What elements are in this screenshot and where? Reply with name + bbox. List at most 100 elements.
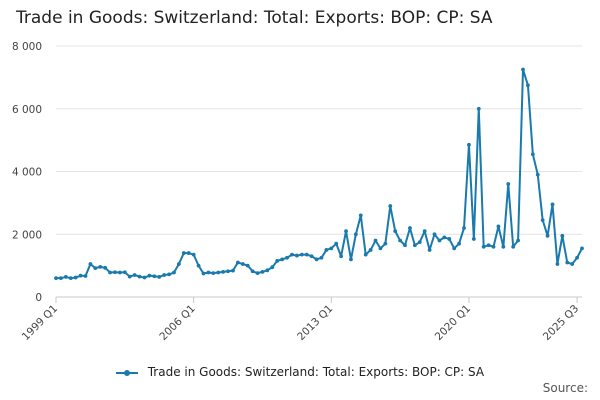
data-point xyxy=(339,254,344,259)
data-point xyxy=(408,226,412,230)
data-point xyxy=(181,251,186,255)
data-point xyxy=(422,229,427,234)
data-point xyxy=(344,229,348,234)
data-point xyxy=(235,260,240,265)
y-tick-label: 6 000 xyxy=(12,104,42,116)
data-point xyxy=(137,274,142,279)
data-point xyxy=(132,273,137,277)
data-point xyxy=(565,260,570,265)
data-point xyxy=(530,152,535,157)
x-tick-label: 2013 Q1 xyxy=(295,303,335,343)
data-point xyxy=(172,270,176,275)
data-point xyxy=(299,252,304,257)
data-point xyxy=(98,264,103,269)
legend-swatch xyxy=(115,367,138,379)
data-point xyxy=(73,275,78,280)
legend-label: Trade in Goods: Switzerland: Total: Expo… xyxy=(147,365,485,379)
data-point xyxy=(403,243,407,248)
data-point xyxy=(427,248,432,252)
data-point xyxy=(265,268,270,273)
data-point xyxy=(437,238,442,243)
data-point xyxy=(319,255,324,260)
data-point xyxy=(68,276,73,281)
data-point xyxy=(167,272,171,277)
data-point xyxy=(285,255,289,260)
data-point xyxy=(471,237,476,241)
data-point xyxy=(260,270,265,274)
data-point xyxy=(93,266,98,271)
data-point xyxy=(127,274,132,279)
data-point xyxy=(358,213,363,218)
data-point xyxy=(231,268,235,273)
data-point xyxy=(447,237,452,241)
data-point xyxy=(113,270,117,275)
data-point xyxy=(575,255,579,260)
data-point xyxy=(442,235,447,240)
data-point xyxy=(206,270,211,275)
legend: Trade in Goods: Switzerland: Total: Expo… xyxy=(0,365,600,379)
data-point xyxy=(216,270,221,275)
data-point xyxy=(540,218,545,223)
data-point xyxy=(122,270,127,275)
data-point xyxy=(353,232,358,237)
data-point xyxy=(59,276,63,281)
data-point xyxy=(270,265,275,270)
x-tick-label: 2020 Q1 xyxy=(433,303,473,343)
series-layer xyxy=(54,67,584,281)
data-point xyxy=(506,182,511,186)
data-point xyxy=(250,269,255,274)
data-point xyxy=(398,238,403,243)
data-point xyxy=(186,251,191,255)
data-point xyxy=(118,270,122,275)
data-point xyxy=(383,241,388,246)
data-point xyxy=(570,262,575,266)
data-point xyxy=(550,202,555,207)
y-tick-label: 0 xyxy=(35,292,42,304)
data-point xyxy=(176,262,181,266)
data-point xyxy=(363,252,368,257)
data-point xyxy=(467,142,471,147)
x-axis: 1999 Q1 2006 Q1 2013 Q1 2020 Q1 2025 Q3 xyxy=(20,297,581,343)
data-point xyxy=(560,233,565,238)
data-point xyxy=(314,257,319,262)
data-point xyxy=(388,204,393,208)
data-point xyxy=(108,270,112,275)
data-point xyxy=(191,252,196,257)
data-point xyxy=(526,83,530,88)
data-point xyxy=(452,246,457,251)
data-point xyxy=(481,244,486,249)
data-point xyxy=(511,244,516,249)
data-point xyxy=(486,243,491,248)
data-point xyxy=(63,275,68,279)
data-point xyxy=(147,273,152,278)
y-tick-label: 8 000 xyxy=(12,41,42,53)
chart-title: Trade in Goods: Switzerland: Total: Expo… xyxy=(16,8,493,28)
y-tick-label: 2 000 xyxy=(12,229,42,241)
y-axis-tick-labels: 0 2 000 4 000 6 000 8 000 xyxy=(12,41,42,304)
data-point xyxy=(304,252,309,257)
data-point xyxy=(334,241,339,246)
data-point xyxy=(368,248,373,252)
data-point xyxy=(157,275,162,279)
data-point xyxy=(54,276,58,281)
data-point xyxy=(211,271,216,276)
data-point xyxy=(280,257,285,262)
x-tick-label: 1999 Q1 xyxy=(20,303,60,343)
source-label: Source: xyxy=(542,381,588,395)
data-point xyxy=(462,226,466,230)
data-point xyxy=(516,238,520,243)
data-point xyxy=(324,248,329,252)
data-point xyxy=(275,259,280,263)
data-point xyxy=(103,265,108,270)
data-point xyxy=(545,233,550,238)
data-point xyxy=(580,246,584,251)
data-point xyxy=(226,269,230,274)
data-point xyxy=(152,274,157,279)
data-point xyxy=(393,229,398,234)
data-point xyxy=(88,262,93,266)
data-point xyxy=(476,106,481,111)
data-point xyxy=(521,67,525,72)
data-point xyxy=(162,273,167,277)
data-point xyxy=(432,232,437,237)
